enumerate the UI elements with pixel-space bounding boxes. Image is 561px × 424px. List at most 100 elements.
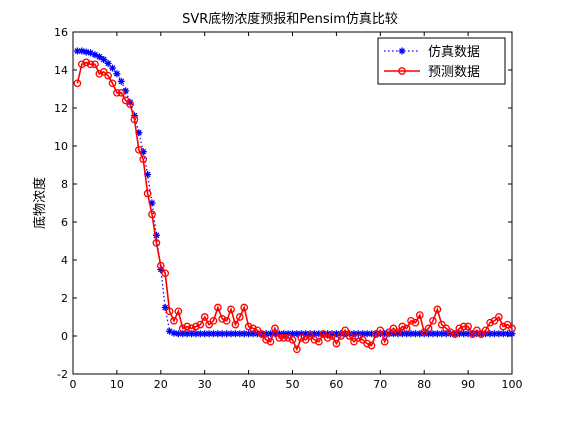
data-point — [152, 231, 160, 239]
data-point — [486, 318, 494, 327]
data-point — [420, 328, 429, 337]
data-point — [337, 330, 345, 338]
data-point — [139, 155, 148, 164]
data-point — [201, 330, 209, 338]
data-point — [143, 189, 152, 198]
data-point — [354, 334, 363, 342]
data-point — [275, 334, 284, 342]
data-point — [148, 199, 156, 207]
y-tick-label: 4 — [61, 254, 68, 267]
series-line — [77, 50, 512, 335]
data-point — [104, 59, 112, 67]
legend-marker — [398, 47, 406, 55]
data-point — [301, 335, 310, 344]
data-point — [135, 145, 143, 154]
data-point — [161, 269, 170, 278]
data-point — [236, 330, 244, 338]
data-point — [161, 304, 169, 311]
data-point — [407, 316, 415, 325]
data-point — [280, 330, 288, 338]
data-point — [490, 330, 498, 338]
data-point — [262, 335, 271, 344]
data-point — [113, 70, 121, 78]
data-point — [249, 324, 257, 333]
data-point — [446, 328, 455, 337]
data-point — [86, 60, 95, 69]
data-point — [403, 330, 411, 338]
data-point — [389, 324, 398, 333]
data-point — [82, 58, 91, 67]
series-2 — [73, 58, 516, 354]
data-point — [328, 332, 336, 340]
data-point — [144, 171, 152, 178]
x-tick-label: 50 — [286, 378, 300, 391]
legend-label: 预测数据 — [428, 65, 480, 80]
data-point — [187, 324, 196, 333]
x-tick-label: 30 — [198, 378, 212, 391]
data-point — [188, 330, 196, 338]
data-point — [481, 326, 490, 335]
data-point — [223, 330, 231, 338]
data-point — [205, 330, 213, 338]
data-point — [442, 330, 450, 338]
data-point — [73, 47, 81, 55]
series-1 — [73, 47, 516, 338]
data-point — [91, 60, 99, 69]
data-point — [447, 330, 455, 338]
data-point — [275, 330, 283, 338]
data-point — [279, 334, 288, 342]
data-point — [314, 337, 323, 346]
data-point — [121, 96, 130, 105]
data-point — [451, 330, 459, 338]
data-point — [231, 330, 239, 338]
x-tick-label: 40 — [242, 378, 256, 391]
data-point — [495, 330, 503, 338]
data-point — [183, 322, 191, 331]
data-point — [429, 330, 437, 338]
data-point — [490, 316, 499, 325]
data-point — [437, 320, 446, 329]
data-point — [328, 330, 336, 338]
data-point — [293, 330, 301, 338]
data-point — [113, 88, 121, 97]
data-point — [240, 303, 249, 312]
data-point — [245, 330, 253, 338]
x-tick-label: 0 — [70, 378, 77, 391]
data-point — [73, 79, 82, 88]
data-point — [372, 330, 380, 338]
data-point — [174, 307, 183, 316]
y-axis-label: 底物浓度 — [32, 177, 48, 229]
data-point — [323, 334, 332, 342]
data-point — [257, 330, 266, 338]
data-point — [214, 303, 222, 312]
data-point — [416, 330, 424, 338]
y-tick-label: 8 — [61, 178, 68, 191]
data-point — [464, 330, 472, 338]
data-point — [218, 315, 227, 323]
data-point — [126, 100, 134, 109]
data-point — [196, 320, 205, 329]
x-tick-label: 60 — [329, 378, 343, 391]
x-tick-label: 90 — [461, 378, 475, 391]
data-point — [174, 330, 182, 338]
data-point — [214, 330, 222, 338]
data-point — [179, 330, 187, 338]
data-point — [411, 318, 420, 327]
data-point — [324, 330, 332, 338]
data-point — [192, 322, 200, 331]
data-point — [438, 330, 446, 338]
data-point — [363, 339, 371, 348]
data-point — [139, 148, 147, 156]
data-point — [266, 337, 275, 346]
data-point — [227, 330, 235, 338]
data-point — [345, 332, 354, 340]
data-point — [297, 334, 306, 342]
data-point — [477, 330, 486, 338]
legend-label: 仿真数据 — [428, 45, 480, 60]
data-point — [289, 330, 296, 338]
data-point — [209, 316, 218, 325]
data-point — [503, 320, 512, 329]
data-point — [156, 261, 165, 270]
data-point — [183, 330, 191, 338]
